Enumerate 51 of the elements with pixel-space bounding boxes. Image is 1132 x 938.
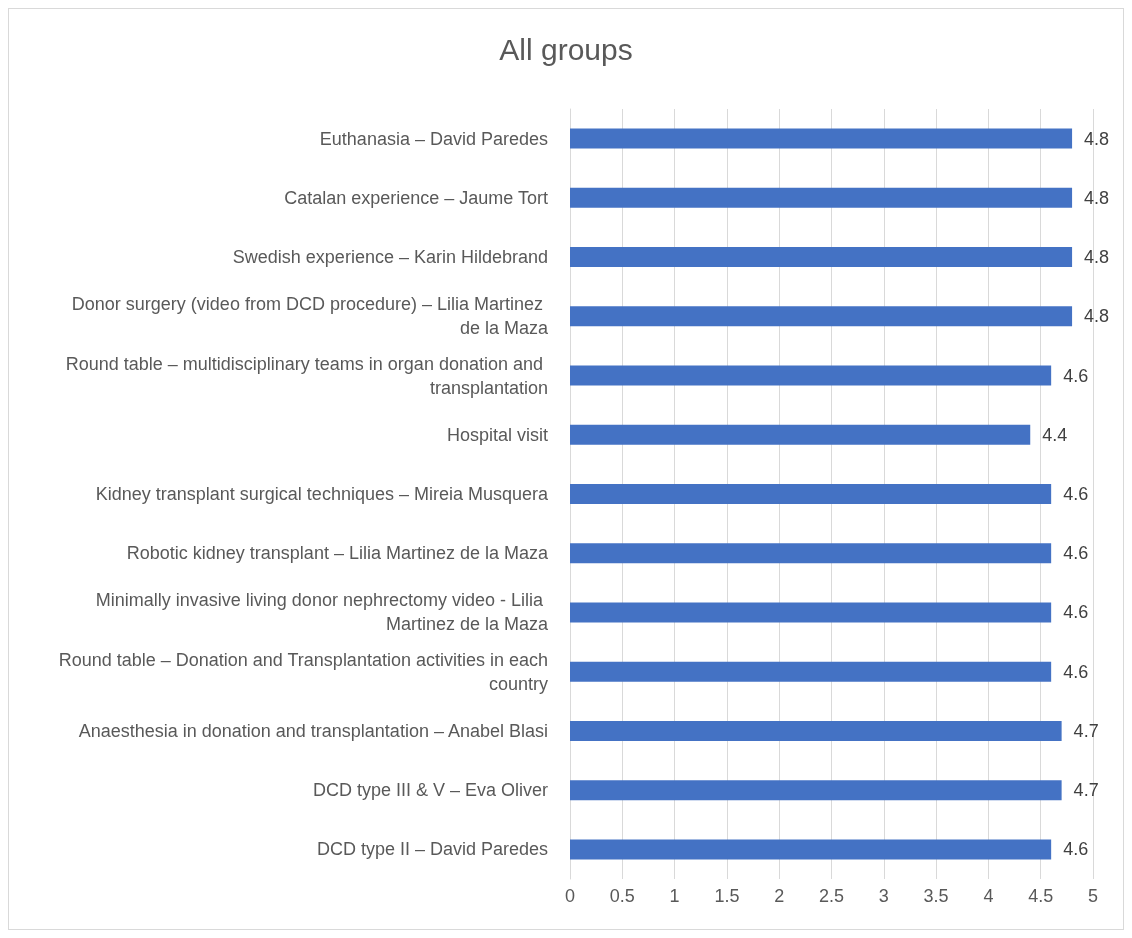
data-label: 4.6 (1063, 839, 1089, 860)
bar (570, 543, 1052, 564)
data-label: 4.7 (1073, 780, 1099, 801)
x-tick-label: 3.5 (923, 886, 949, 906)
data-label: 4.8 (1084, 128, 1110, 149)
x-tick-label: 0 (564, 886, 576, 906)
y-tick-label: DCD type III & V – Eva Oliver (312, 780, 548, 801)
data-label: 4.6 (1063, 602, 1089, 623)
y-tick-label: Round table – Donation and Transplantation activities in each country (58, 649, 548, 694)
y-tick-label: Hospital visit (446, 424, 548, 445)
x-tick-label: 2 (774, 886, 785, 906)
data-label: 4.8 (1084, 187, 1110, 208)
y-tick-label: Donor surgery (video from DCD procedure) – Lilia Martinez de la Maza (71, 294, 549, 339)
y-tick-label: Round table – multidisciplinary teams in organ donation and transplantation (65, 353, 548, 398)
data-label: 4.8 (1084, 247, 1110, 268)
data-label: 4.4 (1042, 424, 1068, 445)
bar (570, 602, 1052, 623)
y-tick-label: Minimally invasive living donor nephrectomy video - Lilia Martinez de la Maza (95, 590, 549, 635)
bar (570, 424, 1031, 445)
chart-title: All groups (499, 32, 633, 66)
x-tick-label: 0.5 (609, 886, 635, 906)
data-label: 4.8 (1084, 306, 1110, 327)
data-label: 4.6 (1063, 484, 1089, 504)
bar (570, 247, 1073, 268)
x-tick-label: 1 (669, 886, 680, 906)
x-tick-label: 1.5 (714, 886, 740, 906)
y-tick-label: Anaesthesia in donation and transplantation – Anabel Blasi (78, 720, 548, 741)
x-tick-label: 2.5 (818, 886, 845, 906)
x-tick-label: 5 (1087, 886, 1099, 906)
y-tick-label: Euthanasia – David Paredes (319, 128, 548, 149)
y-tick-label: Catalan experience – Jaume Tort (284, 187, 548, 208)
x-tick-label: 4 (983, 886, 994, 906)
bar (570, 720, 1062, 741)
data-label: 4.6 (1063, 661, 1089, 682)
bar (570, 365, 1052, 386)
bar (570, 306, 1073, 327)
data-label: 4.7 (1073, 720, 1099, 741)
bar (570, 128, 1073, 149)
data-label: 4.6 (1063, 543, 1089, 564)
y-tick-label: DCD type II – David Paredes (316, 839, 548, 860)
y-tick-label: Kidney transplant surgical techniques – Mireia Musquera (95, 484, 549, 504)
bar (570, 187, 1073, 208)
data-label: 4.6 (1063, 365, 1089, 386)
x-tick-label: 3 (878, 886, 889, 906)
bar (570, 780, 1062, 801)
bar (570, 839, 1052, 860)
x-tick-label: 4.5 (1028, 886, 1054, 906)
y-tick-label: Swedish experience – Karin Hildebrand (232, 247, 548, 268)
bar (570, 661, 1052, 682)
bar (570, 484, 1052, 504)
y-tick-label: Robotic kidney transplant – Lilia Martinez de la Maza (126, 543, 549, 564)
